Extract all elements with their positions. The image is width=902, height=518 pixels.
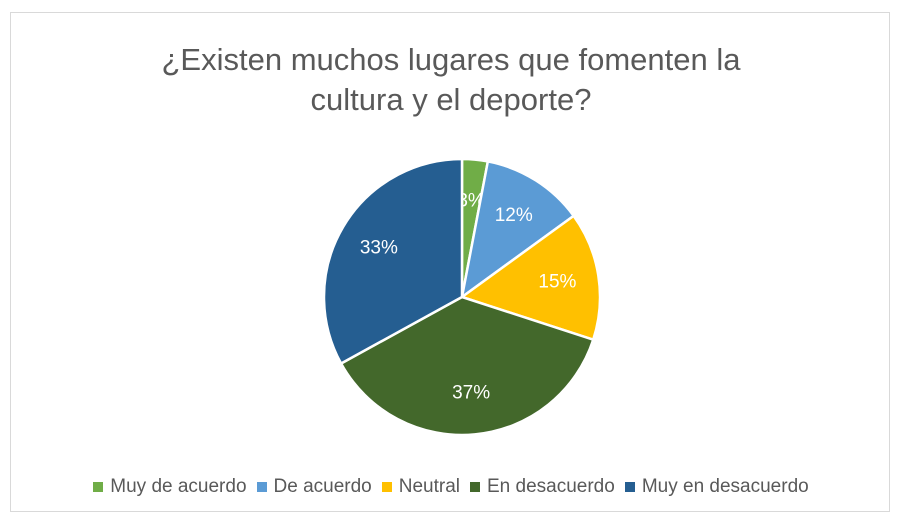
legend: Muy de acuerdo De acuerdo Neutral En desacu… — [0, 476, 902, 498]
legend-swatch — [256, 482, 267, 492]
data-label-neutral: 15% — [538, 271, 576, 292]
legend-item-muy-de-acuerdo: Muy de acuerdo — [93, 476, 247, 498]
chart-title-line-1: ¿Existen muchos lugares que fomenten la — [161, 42, 741, 77]
legend-swatch — [381, 482, 392, 492]
data-label-muy-en-desacuerdo: 33% — [360, 237, 398, 258]
pie-slice-muy-en-desacuerdo — [322, 157, 464, 365]
legend-label: De acuerdo — [273, 476, 372, 497]
legend-label: Neutral — [398, 476, 460, 497]
legend-swatch — [470, 482, 480, 492]
pie-slice-en-desacuerdo — [339, 295, 595, 437]
pie-slice-neutral — [460, 214, 602, 341]
chart-title: ¿Existen muchos lugares que fomenten la … — [0, 40, 902, 120]
legend-item-de-acuerdo: De acuerdo — [256, 476, 372, 498]
legend-item-muy-en-desacuerdo: Muy en desacuerdo — [624, 476, 809, 498]
data-label-muy-de-acuerdo: 3% — [457, 190, 485, 211]
legend-swatch — [93, 482, 104, 492]
legend-label: Muy en desacuerdo — [641, 476, 809, 497]
chart-title-line-2: cultura y el deporte? — [310, 82, 592, 117]
legend-label: Muy de acuerdo — [110, 476, 247, 497]
legend-item-neutral: Neutral — [381, 476, 460, 498]
legend-label: En desacuerdo — [487, 476, 615, 497]
legend-swatch — [624, 482, 635, 492]
data-label-de-acuerdo: 12% — [495, 205, 533, 226]
legend-item-en-desacuerdo: En desacuerdo — [470, 476, 615, 498]
pie-slice-de-acuerdo — [460, 160, 575, 299]
data-label-en-desacuerdo: 37% — [452, 383, 490, 404]
